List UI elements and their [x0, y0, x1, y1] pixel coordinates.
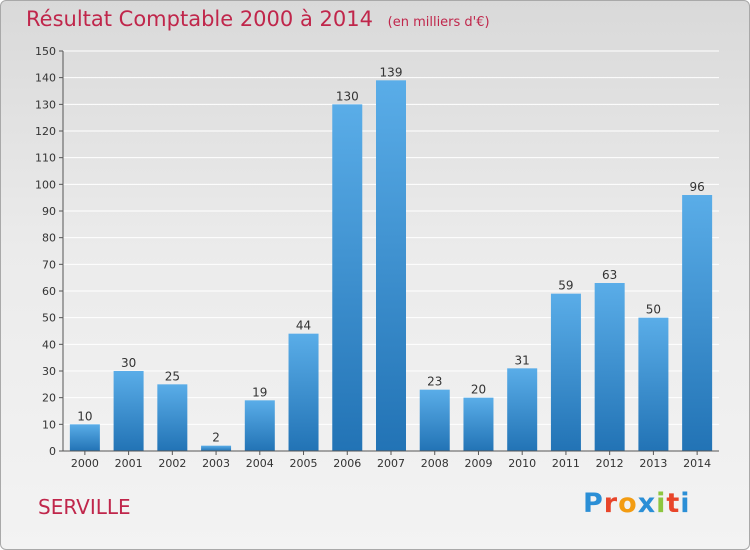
- y-tick-label: 100: [35, 178, 56, 191]
- y-tick-label: 70: [42, 258, 56, 271]
- x-tick-label: 2013: [639, 457, 667, 470]
- city-name: SERVILLE: [38, 495, 131, 519]
- bar: [550, 293, 581, 451]
- bar-data-label: 63: [602, 268, 617, 282]
- bar-data-label: 130: [336, 89, 359, 103]
- y-tick-label: 60: [42, 285, 56, 298]
- logo-letter: i: [656, 488, 667, 519]
- bar-data-label: 20: [471, 383, 486, 397]
- x-tick-label: 2005: [290, 457, 318, 470]
- bar: [288, 333, 319, 451]
- x-tick-label: 2002: [158, 457, 186, 470]
- x-tick-label: 2000: [71, 457, 99, 470]
- bar: [69, 424, 100, 451]
- y-tick-label: 90: [42, 205, 56, 218]
- bar-data-label: 59: [558, 279, 573, 293]
- x-tick-label: 2008: [421, 457, 449, 470]
- proxiti-logo: Proxiti: [583, 488, 691, 519]
- bar: [594, 283, 625, 451]
- y-tick-label: 20: [42, 392, 56, 405]
- y-tick-label: 0: [49, 445, 56, 458]
- logo-letter: P: [583, 488, 604, 519]
- bar: [463, 397, 494, 451]
- y-tick-label: 10: [42, 418, 56, 431]
- chart-title-text: Résultat Comptable 2000 à 2014: [26, 7, 373, 31]
- bar: [244, 400, 275, 451]
- y-tick-label: 130: [35, 98, 56, 111]
- bar-data-label: 2: [212, 431, 220, 445]
- y-tick-label: 120: [35, 125, 56, 138]
- x-tick-label: 2001: [115, 457, 143, 470]
- bar-data-label: 10: [77, 409, 92, 423]
- bar: [113, 371, 144, 451]
- y-tick-label: 50: [42, 312, 56, 325]
- x-tick-label: 2003: [202, 457, 230, 470]
- bar-data-label: 96: [689, 180, 704, 194]
- bar: [376, 80, 406, 451]
- bar-data-label: 50: [646, 303, 661, 317]
- bar: [682, 195, 713, 451]
- bar-data-label: 31: [515, 353, 530, 367]
- bar: [157, 384, 188, 451]
- bar-data-label: 44: [296, 319, 311, 333]
- logo-letter: t: [666, 488, 681, 519]
- x-tick-label: 2004: [246, 457, 274, 470]
- logo-letter: o: [618, 488, 638, 519]
- bar: [201, 445, 232, 451]
- x-tick-label: 2007: [377, 457, 405, 470]
- x-tick-label: 2012: [596, 457, 624, 470]
- y-tick-label: 140: [35, 72, 56, 85]
- y-tick-label: 80: [42, 232, 56, 245]
- bar-data-label: 23: [427, 375, 442, 389]
- x-tick-label: 2006: [333, 457, 361, 470]
- logo-letter: x: [637, 488, 657, 519]
- bar: [507, 368, 538, 451]
- x-tick-label: 2010: [508, 457, 536, 470]
- chart-title: Résultat Comptable 2000 à 2014 (en milli…: [26, 7, 490, 31]
- logo-letter: r: [603, 488, 619, 519]
- y-tick-label: 110: [35, 152, 56, 165]
- bar-data-label: 139: [380, 65, 403, 79]
- x-tick-label: 2014: [683, 457, 711, 470]
- x-tick-label: 2011: [552, 457, 580, 470]
- bar-data-label: 19: [252, 385, 267, 399]
- bar: [638, 317, 669, 451]
- y-tick-label: 40: [42, 338, 56, 351]
- bar: [419, 389, 450, 451]
- y-tick-label: 30: [42, 365, 56, 378]
- x-tick-label: 2009: [464, 457, 492, 470]
- chart-title-unit: (en milliers d'€): [387, 15, 490, 30]
- bar-data-label: 25: [165, 369, 180, 383]
- logo-letter: i: [680, 488, 691, 519]
- y-tick-label: 150: [35, 45, 56, 58]
- bar-data-label: 30: [121, 356, 136, 370]
- bar: [332, 104, 363, 451]
